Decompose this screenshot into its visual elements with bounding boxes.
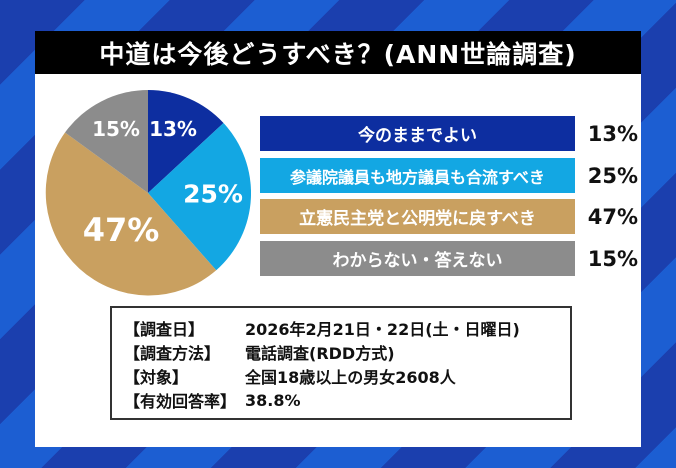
legend-row: 参議院議員も地方議員も合流すべき 25% (260, 158, 640, 193)
legend-bar-unknown: わからない・答えない (260, 241, 575, 276)
legend-row: 立憲民主党と公明党に戻すべき 47% (260, 199, 640, 234)
pie-slice-now (148, 90, 224, 193)
legend-value: 47% (587, 204, 638, 229)
legend-bar-now: 今のままでよい (260, 116, 575, 151)
survey-info-label: 【調査日】 (124, 320, 205, 339)
survey-info-row: 【調査方法】 電話調査(RDD方式) (124, 340, 395, 364)
pie-svg (45, 90, 251, 296)
pie-label-unknown: 15% (92, 117, 140, 141)
legend-value: 15% (587, 246, 638, 271)
survey-info-row: 【対象】 全国18歳以上の男女2608人 (124, 364, 456, 388)
survey-info-label: 【有効回答率】 (124, 392, 237, 411)
survey-info-value: 電話調査(RDD方式) (245, 344, 395, 363)
legend-row: わからない・答えない 15% (260, 241, 640, 276)
legend-value: 13% (587, 121, 638, 146)
legend-bar-return: 立憲民主党と公明党に戻すべき (260, 199, 575, 234)
survey-info-box: 【調査日】 2026年2月21日・22日(土・日曜日) 【調査方法】 電話調査(… (110, 306, 572, 420)
survey-info-row: 【調査日】 2026年2月21日・22日(土・日曜日) (124, 316, 520, 340)
legend-value: 25% (587, 163, 638, 188)
pie-slice-unknown (65, 90, 148, 193)
survey-info-value: 38.8% (245, 390, 301, 410)
survey-info-label: 【対象】 (124, 368, 189, 387)
survey-info-value: 2026年2月21日・22日(土・日曜日) (245, 320, 520, 339)
pie-label-now: 13% (149, 117, 197, 141)
pie-slice-join (148, 123, 251, 271)
chart-card: 中道は今後どうすべき？(ANN世論調査) 13% 25% 47% 15% 今のま… (35, 31, 641, 447)
pie-label-return: 47% (82, 211, 160, 249)
chart-title: 中道は今後どうすべき？(ANN世論調査) (35, 31, 641, 74)
pie-chart: 13% 25% 47% 15% (45, 90, 251, 296)
pie-slice-return (45, 132, 217, 296)
legend-row: 今のままでよい 13% (260, 116, 640, 151)
survey-info-label: 【調査方法】 (124, 344, 221, 363)
pie-label-join: 25% (183, 179, 243, 209)
legend-bar-join: 参議院議員も地方議員も合流すべき (260, 158, 575, 193)
survey-info-row: 【有効回答率】 38.8% (124, 388, 301, 412)
survey-info-value: 全国18歳以上の男女2608人 (245, 368, 456, 387)
